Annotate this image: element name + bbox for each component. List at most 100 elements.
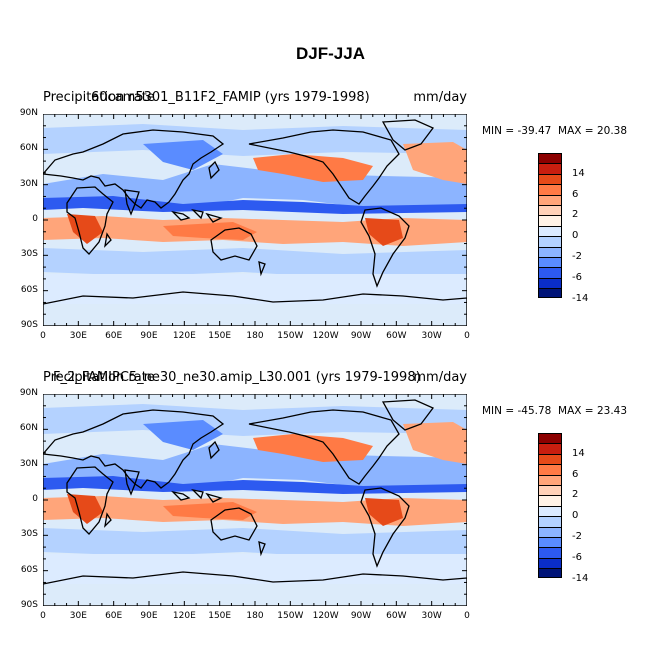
colorbar-label: 6 <box>572 188 579 200</box>
lat-tick-label: 60N <box>19 143 38 154</box>
max-value: 23.43 <box>596 405 628 417</box>
colorbar-swatch <box>538 536 562 548</box>
lon-tick-label: 0 <box>40 611 46 621</box>
colorbar-swatch <box>538 225 562 237</box>
precip-region-5 <box>253 154 373 182</box>
lon-tick-label: 120W <box>312 331 339 341</box>
colorbar-swatch <box>538 474 562 485</box>
colorbar-label: 14 <box>572 447 585 459</box>
lat-tick-label: 60S <box>20 284 38 295</box>
colorbar-label: -14 <box>572 572 589 584</box>
coastline-1 <box>66 466 114 535</box>
lon-tick-label: 60W <box>386 611 407 621</box>
lat-tick-label: 30S <box>20 249 38 260</box>
map-panel-2: Precipitation rate F_2_FAMIPC5_ne30_ne30… <box>0 370 661 621</box>
panel-title-units: mm/day <box>413 90 467 105</box>
coastline-2 <box>43 129 225 209</box>
coastline-10 <box>191 488 204 500</box>
coastline-11 <box>205 492 223 503</box>
map-panel-1: Precipitation rate 60cam5301_B11F2_FAMIP… <box>0 90 661 341</box>
coastline-5 <box>258 261 266 277</box>
coastline-8 <box>360 207 410 288</box>
precip-region-9 <box>365 218 403 246</box>
lon-tick-label: 0 <box>464 611 470 621</box>
lon-tick-label: 90E <box>140 611 158 621</box>
precip-region-7 <box>43 216 467 246</box>
colorbar-label: -2 <box>572 531 582 542</box>
lat-tick-label: 60S <box>20 564 38 575</box>
lon-tick-label: 60E <box>105 331 123 341</box>
panel-title-center: 60cam5301_B11F2_FAMIP (yrs 1979-1998) <box>91 90 370 105</box>
lon-tick-label: 30W <box>421 331 442 341</box>
precip-region-4 <box>143 420 223 450</box>
coastline-6 <box>248 409 400 485</box>
lon-tick-label: 90W <box>350 331 372 341</box>
lon-tick-label: 60E <box>105 611 123 621</box>
colorbar-swatch <box>538 256 562 268</box>
precip-map-2 <box>43 394 467 606</box>
precip-region-10 <box>163 222 257 240</box>
coastline-12 <box>208 160 220 180</box>
coastline-9 <box>171 490 191 501</box>
precip-region-7 <box>43 496 467 526</box>
coastline-5 <box>258 541 266 557</box>
colorbar-label: -14 <box>572 292 589 304</box>
lat-tick-label: 0 <box>32 214 38 224</box>
colorbar-swatch <box>538 277 562 289</box>
lat-tick-label: 60N <box>19 423 38 434</box>
colorbar-label: 2 <box>572 489 579 501</box>
lat-tick-label: 0 <box>32 494 38 504</box>
coastline-3 <box>124 469 140 496</box>
colorbar-swatch <box>538 464 562 475</box>
precip-region-6 <box>403 422 467 464</box>
colorbar-label: -2 <box>572 251 582 262</box>
precip-map-1 <box>43 114 467 326</box>
lon-tick-label: 120E <box>172 331 196 341</box>
coastline-14 <box>43 291 467 326</box>
max-value: 20.38 <box>596 125 628 137</box>
colorbar-swatch <box>538 288 562 299</box>
coastline-10 <box>191 208 204 220</box>
colorbar-swatch <box>538 236 562 247</box>
lat-tick-label: 30N <box>19 178 38 189</box>
coastline-9 <box>171 210 191 221</box>
lon-tick-label: 120W <box>312 611 339 621</box>
panel-title-units: mm/day <box>413 370 467 385</box>
colorbar-swatch <box>538 246 562 257</box>
coastline-6 <box>248 129 400 205</box>
lon-tick-label: 150W <box>277 331 304 341</box>
colorbar-swatch <box>538 194 562 205</box>
colorbar-label: 0 <box>572 230 579 242</box>
colorbar-swatch <box>538 505 562 517</box>
coastline-1 <box>66 186 114 255</box>
coastline-4 <box>210 507 258 541</box>
precip-region-6 <box>403 142 467 184</box>
colorbar-label: -6 <box>572 271 582 283</box>
colorbar-label: 0 <box>572 510 579 522</box>
colorbar-swatch <box>538 173 562 185</box>
lon-tick-label: 0 <box>464 331 470 341</box>
precip-region-4 <box>143 140 223 170</box>
lon-tick-label: 60W <box>386 331 407 341</box>
coastline-8 <box>360 487 410 568</box>
lat-tick-label: 90N <box>19 388 38 398</box>
colorbar-swatch <box>538 557 562 569</box>
lat-tick-label: 90N <box>19 108 38 118</box>
colorbar-swatch <box>538 184 562 195</box>
panel-title-center: F_2_FAMIPC5_ne30_ne30.amip_L30.001 (yrs … <box>53 370 421 385</box>
colorbar-swatch <box>538 547 562 558</box>
colorbar-swatch <box>538 443 562 454</box>
coastline-2 <box>43 409 225 489</box>
lat-tick-label: 30S <box>20 529 38 540</box>
lon-tick-label: 150W <box>277 611 304 621</box>
min-value: -39.47 <box>517 125 552 137</box>
precip-region-11 <box>43 248 467 278</box>
colorbar-swatch <box>538 267 562 278</box>
coastline-3 <box>124 189 140 216</box>
colorbar-label: 14 <box>572 167 585 179</box>
colorbar-swatch <box>538 153 562 164</box>
min-value: -45.78 <box>517 405 552 417</box>
colorbar-swatch <box>538 526 562 537</box>
colorbar-swatch <box>538 215 562 226</box>
panel-title: Precipitation rate 60cam5301_B11F2_FAMIP… <box>43 90 467 106</box>
